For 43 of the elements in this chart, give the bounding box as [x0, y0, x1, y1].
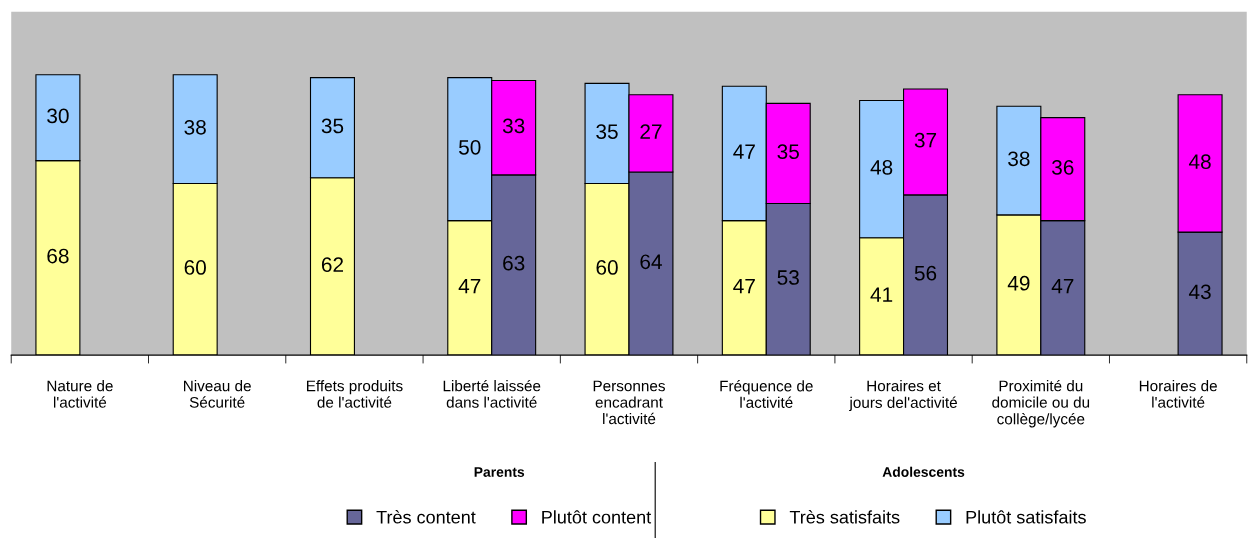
- x-tick-label: Proximité du domicile ou du collège/lycée: [992, 379, 1090, 428]
- data-label: 50: [459, 139, 481, 155]
- data-label: 27: [640, 124, 662, 139]
- legend-label: Très satisfaits: [789, 510, 900, 524]
- data-label: 47: [733, 144, 755, 159]
- legend-label: Très content: [376, 510, 476, 524]
- x-tick-label: Horaires de l'activité: [1139, 380, 1217, 408]
- data-label: 47: [1051, 278, 1074, 294]
- data-label: 62: [321, 257, 344, 272]
- data-label: 35: [777, 144, 799, 160]
- data-label: 47: [733, 278, 755, 294]
- x-tick-label: Niveau de Sécurité: [184, 380, 251, 408]
- data-label: 37: [914, 132, 937, 148]
- data-label: 68: [47, 248, 69, 264]
- data-label: 30: [47, 108, 69, 124]
- data-label: 33: [502, 118, 525, 134]
- x-tick-label: Fréquence de l'activité: [720, 380, 813, 408]
- data-label: 38: [1008, 151, 1030, 167]
- data-label: 35: [596, 124, 618, 139]
- data-label: 41: [870, 287, 893, 302]
- data-label: 53: [777, 270, 799, 285]
- data-label: 43: [1188, 284, 1211, 300]
- x-tick-label: Effets produits de l'activité: [306, 380, 403, 408]
- legend-label: Plutôt content: [542, 510, 652, 524]
- x-tick-label: Nature de l'activité: [47, 380, 113, 408]
- data-label: 48: [1188, 154, 1211, 170]
- data-label: 64: [640, 254, 662, 270]
- x-tick-label: Personnes encadrant l'activité: [593, 380, 665, 425]
- legend-title: Parents: [474, 467, 525, 477]
- data-label: 48: [870, 160, 893, 175]
- data-label: 60: [184, 260, 206, 275]
- legend-label: Plutôt satisfaits: [966, 510, 1086, 524]
- data-label: 49: [1007, 275, 1030, 291]
- data-label: 63: [503, 255, 525, 271]
- legend-title: Adolescents: [882, 466, 965, 477]
- data-label: 60: [596, 260, 618, 275]
- data-label: 38: [184, 119, 206, 135]
- x-tick-label: Horaires et jours del'activité: [849, 380, 957, 411]
- data-label: 47: [458, 278, 481, 294]
- x-tick-label: Liberté laissée dans l'activité: [443, 379, 541, 408]
- data-label: 36: [1052, 160, 1074, 175]
- data-label: 35: [321, 118, 344, 134]
- data-label: 56: [914, 265, 937, 281]
